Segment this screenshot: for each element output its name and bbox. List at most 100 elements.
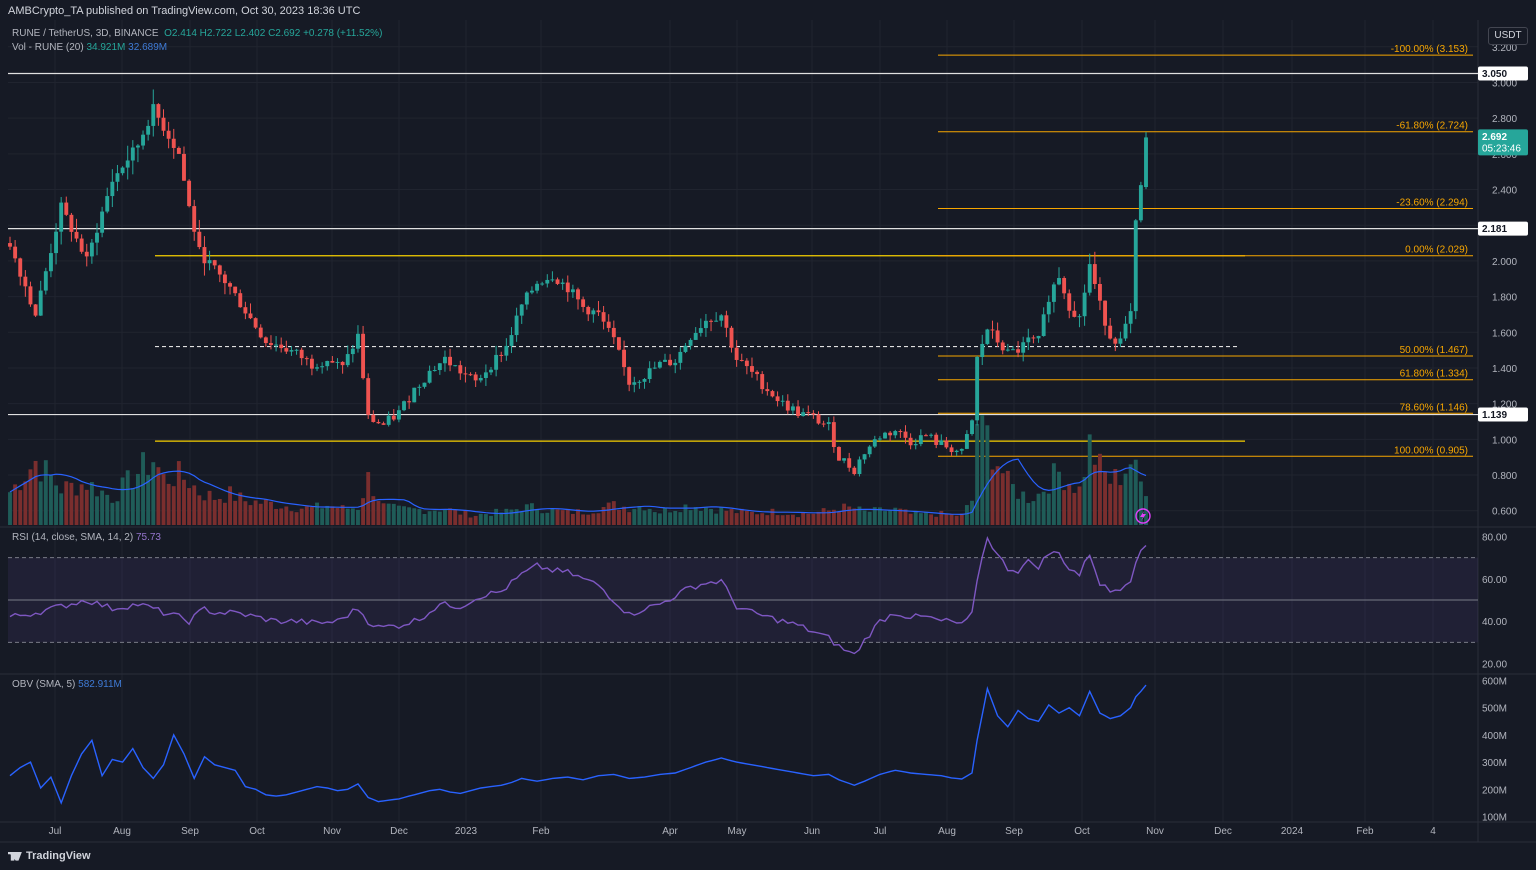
volume-legend[interactable]: Vol - RUNE (20) 34.921M 32.689M xyxy=(12,42,167,53)
volume-bar xyxy=(1077,486,1082,525)
candle-body xyxy=(1072,310,1077,317)
candle xyxy=(524,291,529,310)
fib-level-label: 50.00% (1.467) xyxy=(1400,345,1468,356)
candle xyxy=(540,281,545,286)
volume-bar xyxy=(831,509,836,525)
volume-bar xyxy=(1138,481,1143,525)
candle xyxy=(422,382,427,389)
volume-bar xyxy=(59,493,64,525)
candle xyxy=(734,340,739,367)
candle-body xyxy=(796,406,800,416)
candle xyxy=(105,187,110,214)
candle xyxy=(366,373,371,419)
candle-body xyxy=(23,276,28,287)
currency-button[interactable]: USDT xyxy=(1488,27,1528,45)
price-tick: 0.800 xyxy=(1492,471,1517,482)
candle xyxy=(84,243,89,267)
candle xyxy=(796,400,800,419)
candle xyxy=(673,359,678,374)
candle xyxy=(816,411,821,425)
candle-body xyxy=(95,232,99,243)
volume-bar xyxy=(734,513,739,525)
rsi-tick: 80.00 xyxy=(1482,532,1507,543)
volume-bar xyxy=(125,470,130,525)
rsi-label[interactable]: RSI (14, close, SMA, 14, 2) xyxy=(12,532,134,543)
rsi-legend[interactable]: RSI (14, close, SMA, 14, 2) 75.73 xyxy=(12,532,161,543)
volume-bar xyxy=(663,507,667,525)
volume-bar xyxy=(929,514,934,525)
price-tick: 0.600 xyxy=(1492,507,1517,518)
candle-body xyxy=(934,434,939,445)
time-axis-label: Nov xyxy=(323,826,341,837)
candle xyxy=(1026,328,1031,351)
candle xyxy=(437,363,442,375)
candle-body xyxy=(642,379,647,382)
candle-body xyxy=(929,434,934,436)
candle xyxy=(135,144,140,163)
obv-label[interactable]: OBV (SMA, 5) xyxy=(12,679,76,690)
volume-bar xyxy=(448,508,453,525)
candle-body xyxy=(315,367,319,369)
volume-bar xyxy=(166,483,171,525)
time-axis-label: Feb xyxy=(532,826,550,837)
candle xyxy=(770,389,775,398)
candle-body xyxy=(192,206,197,232)
volume-bar xyxy=(269,501,273,525)
candle-body xyxy=(1098,283,1102,301)
volume-bar xyxy=(581,514,586,525)
volume-bar xyxy=(540,513,545,525)
candle xyxy=(760,371,765,394)
volume-bar xyxy=(258,503,263,525)
volume-bar xyxy=(64,481,69,525)
candle xyxy=(1118,331,1123,348)
volume-bar xyxy=(524,504,529,525)
candle-body xyxy=(924,435,928,437)
volume-bar xyxy=(1016,498,1021,525)
candle xyxy=(473,371,478,388)
rsi-tick: 20.00 xyxy=(1482,660,1507,671)
volume-bar xyxy=(23,481,28,525)
volume-label[interactable]: Vol - RUNE (20) xyxy=(12,42,84,53)
candle xyxy=(959,448,964,455)
candle xyxy=(642,378,647,389)
candle xyxy=(238,289,243,308)
candle xyxy=(356,325,360,353)
candle xyxy=(64,196,69,217)
fib-retracement: -100.00% (3.153) -61.80% (2.724) -23.60% (… xyxy=(938,44,1473,457)
volume-bar xyxy=(309,507,314,525)
volume-bar xyxy=(1113,468,1118,525)
volume-bar xyxy=(780,515,785,525)
candle-body xyxy=(770,391,775,397)
volume-bar xyxy=(1133,459,1138,525)
candle-body xyxy=(233,286,238,294)
candle-body xyxy=(248,313,253,319)
candle-body xyxy=(668,359,673,366)
candle xyxy=(714,312,719,322)
candle xyxy=(468,372,473,376)
candle-body xyxy=(709,320,713,322)
volume-bar xyxy=(811,513,816,525)
symbol-name[interactable]: RUNE / TetherUS, 3D, BINANCE xyxy=(12,28,159,39)
candle xyxy=(888,430,893,442)
symbol-legend[interactable]: RUNE / TetherUS, 3D, BINANCE O2.414 H2.7… xyxy=(12,28,382,39)
candle xyxy=(110,169,115,208)
candle xyxy=(120,166,125,176)
candle xyxy=(893,429,898,439)
obv-tick: 500M xyxy=(1482,704,1507,715)
candle-body xyxy=(176,147,181,154)
obv-legend[interactable]: OBV (SMA, 5) 582.911M xyxy=(12,679,122,690)
candle xyxy=(862,453,867,464)
candle xyxy=(698,318,703,337)
volume-bar xyxy=(79,484,84,525)
candle-body xyxy=(84,251,89,257)
candle xyxy=(872,435,877,448)
volume-bar xyxy=(1011,484,1015,525)
candle xyxy=(964,430,969,450)
fib-level-label: 0.00% (2.029) xyxy=(1405,245,1468,256)
candle-body xyxy=(1082,292,1087,317)
time-axis-label: 2024 xyxy=(1281,826,1304,837)
candle xyxy=(294,348,299,355)
candle-body xyxy=(530,290,534,293)
tradingview-brand[interactable]: TradingView xyxy=(8,850,91,862)
